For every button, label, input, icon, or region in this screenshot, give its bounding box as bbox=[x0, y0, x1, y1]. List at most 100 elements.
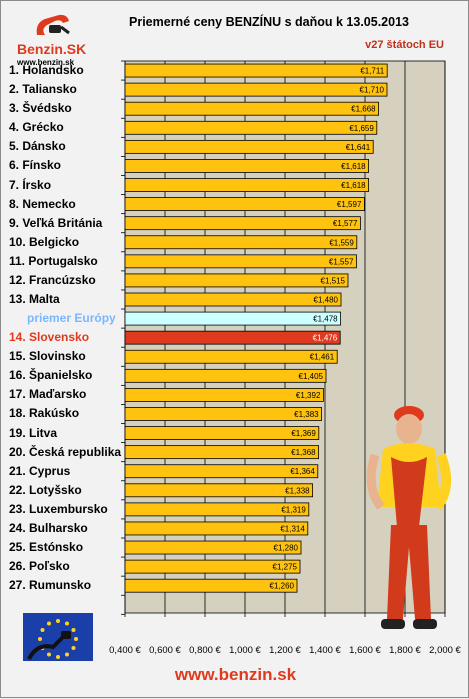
bar bbox=[124, 349, 338, 364]
bar-value-label: €1,275 bbox=[273, 563, 298, 572]
category-label: 1. Holandsko bbox=[9, 63, 84, 78]
x-tick-label: 0,400 € bbox=[109, 645, 141, 656]
bar bbox=[124, 178, 370, 192]
bar bbox=[124, 273, 349, 288]
bar-value-label: €1,392 bbox=[296, 391, 321, 400]
bar bbox=[124, 483, 314, 498]
category-label: 25. Estónsko bbox=[9, 540, 84, 555]
bar-value-label: €1,711 bbox=[360, 67, 384, 76]
bar bbox=[124, 540, 302, 555]
logo-brand-text: Benzin.SK bbox=[17, 41, 87, 57]
mechanic-mascot-illustration bbox=[366, 406, 452, 629]
category-label: 26. Poľsko bbox=[9, 559, 70, 574]
bar bbox=[124, 559, 301, 574]
bar-value-label: €1,364 bbox=[290, 467, 315, 476]
chart-subtitle: v27 štátoch EU bbox=[365, 39, 444, 51]
category-label: 2. Taliansko bbox=[9, 82, 77, 97]
category-label: 13. Malta bbox=[9, 292, 60, 306]
category-label: 8. Nemecko bbox=[9, 196, 76, 211]
logo-url-text: www.benzin.sk bbox=[17, 58, 75, 67]
x-tick-label: 0,800 € bbox=[189, 645, 221, 656]
bar-value-label: €1,314 bbox=[280, 524, 305, 533]
bar bbox=[124, 502, 310, 517]
category-label: 9. Veľká Británia bbox=[9, 215, 103, 230]
bar bbox=[124, 407, 323, 421]
bar-value-label: €1,557 bbox=[329, 257, 354, 266]
bar-value-label: €1,476 bbox=[313, 334, 338, 343]
bar-value-label: €1,668 bbox=[351, 105, 376, 114]
bar bbox=[124, 426, 320, 440]
x-tick-label: 1,600 € bbox=[349, 645, 381, 656]
bar bbox=[124, 330, 341, 345]
category-label: 16. Španielsko bbox=[9, 368, 93, 383]
category-label: 11. Portugalsko bbox=[9, 253, 98, 268]
bar bbox=[124, 578, 298, 593]
bar-value-label: €1,405 bbox=[299, 372, 324, 381]
bar-value-label: €1,515 bbox=[321, 276, 346, 285]
bar bbox=[124, 216, 361, 231]
bar-value-label: €1,280 bbox=[274, 544, 299, 553]
chart-title: Priemerné ceny BENZÍNU s daňou k 13.05.2… bbox=[129, 15, 409, 29]
category-label: 27. Rumunsko bbox=[9, 578, 92, 593]
bar-value-label: €1,559 bbox=[329, 238, 354, 247]
category-label: 17. Maďarsko bbox=[9, 387, 87, 402]
bar bbox=[124, 254, 357, 269]
category-label: 19. Litva bbox=[9, 425, 58, 440]
x-tick-label: 2,000 € bbox=[429, 645, 461, 656]
bar-value-label: €1,641 bbox=[346, 143, 371, 152]
bar-value-label: €1,478 bbox=[313, 315, 338, 324]
bar bbox=[124, 197, 365, 212]
bar bbox=[124, 159, 370, 173]
bar bbox=[124, 120, 378, 135]
bar-value-label: €1,338 bbox=[285, 486, 310, 495]
bar bbox=[124, 311, 342, 326]
category-label: 24. Bulharsko bbox=[9, 520, 88, 535]
benzin-logo: Benzin.SK www.benzin.sk bbox=[7, 11, 87, 69]
category-label: 3. Švédsko bbox=[9, 101, 72, 116]
fuel-nozzle-icon bbox=[36, 14, 70, 35]
x-tick-label: 0,600 € bbox=[149, 645, 181, 656]
bar bbox=[124, 521, 309, 536]
category-label: 4. Grécko bbox=[9, 120, 64, 135]
category-label: 20. Česká republika bbox=[9, 444, 122, 459]
bar bbox=[124, 464, 319, 479]
bar-value-label: €1,659 bbox=[349, 124, 374, 133]
bar bbox=[124, 445, 320, 460]
bar bbox=[124, 139, 374, 154]
bar-value-label: €1,597 bbox=[337, 200, 362, 209]
x-tick-label: 1,000 € bbox=[229, 645, 261, 656]
category-label: 22. Lotyšsko bbox=[9, 482, 82, 497]
bar bbox=[124, 387, 324, 402]
bar bbox=[124, 101, 380, 116]
bar-value-label: €1,383 bbox=[294, 410, 319, 419]
bar-value-label: €1,618 bbox=[341, 181, 366, 190]
bar bbox=[124, 63, 388, 78]
bar-value-label: €1,710 bbox=[360, 86, 385, 95]
category-label: 12. Francúzsko bbox=[9, 272, 96, 287]
category-label: 7. Írsko bbox=[9, 177, 52, 192]
category-label: 5. Dánsko bbox=[9, 139, 66, 154]
category-label: 15. Slovinsko bbox=[9, 349, 86, 364]
category-label: 10. Belgicko bbox=[9, 234, 80, 249]
category-label: 21. Cyprus bbox=[9, 463, 71, 478]
bar-value-label: €1,260 bbox=[270, 582, 295, 591]
bar bbox=[124, 292, 342, 307]
bar-value-label: €1,480 bbox=[314, 296, 339, 305]
bar-value-label: €1,319 bbox=[281, 505, 306, 514]
category-label: 6. Fínsko bbox=[9, 158, 62, 173]
bar-value-label: €1,577 bbox=[333, 219, 358, 228]
footer-url: www.benzin.sk bbox=[174, 665, 297, 684]
bar bbox=[124, 368, 327, 383]
bar-value-label: €1,368 bbox=[291, 448, 316, 457]
eu-flag-icon bbox=[23, 613, 93, 661]
bar bbox=[124, 235, 358, 250]
bar-value-label: €1,461 bbox=[310, 353, 335, 362]
bar-value-label: €1,618 bbox=[341, 162, 366, 171]
bar-value-label: €1,369 bbox=[291, 429, 316, 438]
category-label: 18. Rakúsko bbox=[9, 406, 80, 421]
x-tick-label: 1,800 € bbox=[389, 645, 421, 656]
category-label: priemer Európy bbox=[27, 311, 116, 326]
category-label: 14. Slovensko bbox=[9, 330, 90, 345]
